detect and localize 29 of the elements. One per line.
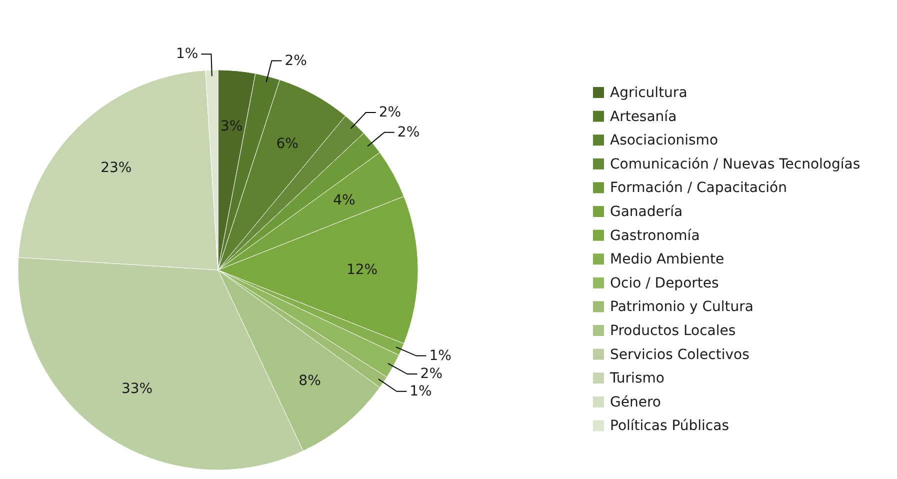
legend-label: Género <box>610 394 661 410</box>
legend-label: Políticas Públicas <box>610 418 729 434</box>
data-label: 1% <box>410 383 432 400</box>
legend-label: Productos Locales <box>610 323 736 339</box>
data-label: 6% <box>276 136 298 152</box>
data-label: 23% <box>100 160 132 176</box>
legend-label: Ganadería <box>610 204 683 220</box>
legend-label: Comunicación / Nuevas Tecnologías <box>610 156 860 172</box>
legend-label: Servicios Colectivos <box>610 346 750 363</box>
data-label: 8% <box>298 372 321 389</box>
legend-label: Agricultura <box>610 85 688 101</box>
legend-label: Gastronomía <box>610 228 700 244</box>
legend-label: Artesanía <box>610 108 677 125</box>
legend-label: Asociacionismo <box>610 132 718 149</box>
legend-label: Turismo <box>609 370 664 387</box>
data-label: 3% <box>220 118 243 135</box>
data-label: 12% <box>346 262 378 278</box>
data-label: 2% <box>378 104 402 121</box>
data-label: 33% <box>121 381 153 398</box>
data-label: 1% <box>429 348 452 364</box>
legend-label: Ocio / Deportes <box>610 275 719 292</box>
legend-label: Patrimonio y Cultura <box>610 299 754 316</box>
data-label: 1% <box>176 46 198 62</box>
data-label: 2% <box>420 366 442 382</box>
legend-label: Formación / Capacitación <box>610 180 787 196</box>
data-label: 2% <box>397 124 420 140</box>
legend-label: Medio Ambiente <box>610 252 724 268</box>
data-label: 4% <box>333 192 356 209</box>
data-label: 2% <box>284 52 307 69</box>
